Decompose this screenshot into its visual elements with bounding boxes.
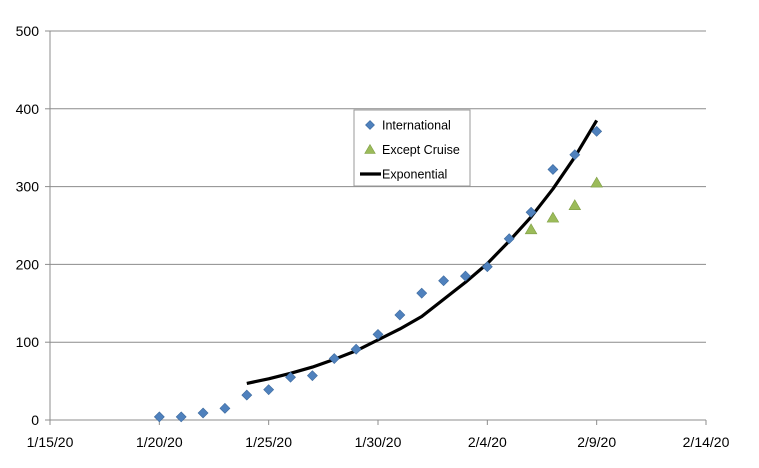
international-point (175, 411, 187, 423)
international-point (460, 270, 471, 282)
exponential-line (246, 119, 599, 385)
legend-label-international: International (382, 119, 451, 133)
y-tick-label: 0 (31, 412, 39, 428)
except-cruise-point (590, 176, 603, 188)
y-axis-tick-labels: 0 100 200 300 400 500 (16, 23, 40, 428)
x-tick-label: 1/25/20 (245, 434, 292, 450)
international-point (569, 149, 581, 161)
international-point (525, 206, 537, 218)
y-tick-label: 500 (16, 23, 40, 39)
except-cruise-point (568, 199, 582, 210)
international-point (394, 309, 406, 321)
international-point (416, 287, 428, 299)
international-point (153, 411, 165, 423)
international-point (372, 328, 384, 340)
x-axis-tick-labels: 1/15/20 1/20/20 1/25/20 1/30/20 2/4/20 2/9/20… (27, 434, 730, 450)
exponential-series (246, 119, 599, 385)
international-point (219, 402, 231, 414)
marker-series (153, 125, 603, 423)
international-point (350, 343, 362, 355)
international-point (306, 370, 318, 382)
international-point (285, 371, 296, 383)
y-tick-label: 400 (16, 101, 40, 117)
y-tick-label: 300 (16, 179, 40, 195)
legend: International Except Cruise Exponential (353, 109, 471, 187)
x-tick-label: 2/9/20 (577, 434, 616, 450)
legend-label-exponential: Exponential (382, 168, 447, 182)
international-point (591, 125, 603, 137)
international-point (197, 407, 209, 419)
x-tick-label: 2/4/20 (468, 434, 507, 450)
international-point (481, 261, 493, 273)
x-tick-label: 1/20/20 (136, 434, 183, 450)
legend-item-exponential: Exponential (360, 168, 447, 182)
x-tick-label: 1/15/20 (27, 434, 74, 450)
international-point (328, 353, 340, 364)
international-point (438, 275, 450, 287)
except-cruise-point (524, 223, 538, 235)
international-point (503, 233, 515, 245)
except-cruise-point (546, 211, 560, 223)
legend-label-except-cruise: Except Cruise (382, 143, 460, 157)
legend-swatch-except-cruise (364, 143, 376, 154)
legend-swatch-international (365, 120, 375, 130)
x-tick-label: 2/14/20 (683, 434, 730, 450)
legend-item-international: International (365, 119, 451, 133)
international-point (547, 164, 559, 175)
international-point (241, 389, 253, 401)
international-point (263, 384, 275, 396)
y-tick-label: 200 (16, 256, 40, 272)
legend-item-except-cruise: Except Cruise (364, 143, 460, 157)
y-tick-label: 100 (16, 334, 40, 350)
x-tick-label: 1/30/20 (355, 434, 402, 450)
gridlines (50, 30, 706, 343)
